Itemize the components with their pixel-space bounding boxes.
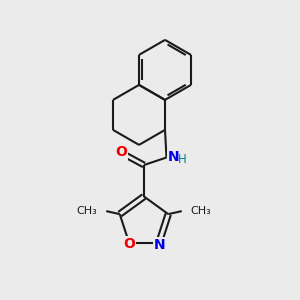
Text: O: O: [123, 237, 135, 251]
Text: CH₃: CH₃: [191, 206, 212, 216]
Text: O: O: [115, 145, 127, 159]
Text: H: H: [178, 153, 187, 166]
Text: N: N: [154, 238, 165, 252]
Text: N: N: [168, 150, 180, 164]
Text: CH₃: CH₃: [76, 206, 97, 216]
